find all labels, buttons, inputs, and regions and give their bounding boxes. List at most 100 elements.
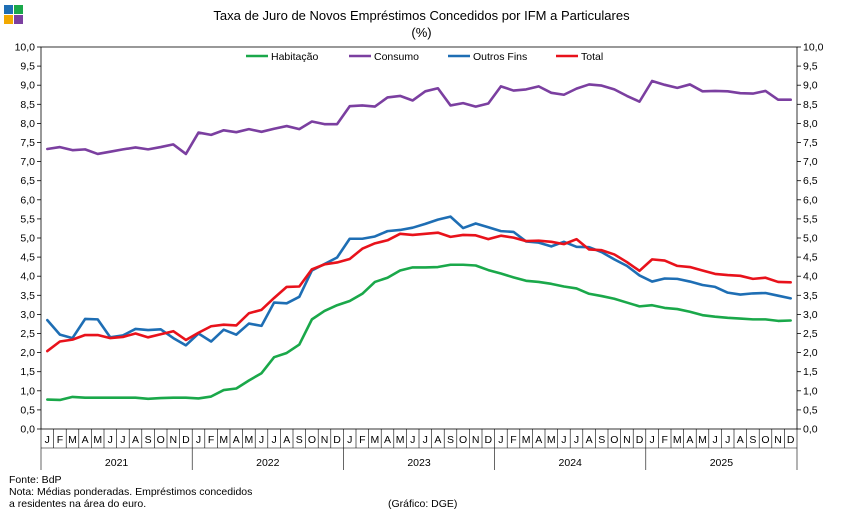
chart-title: Taxa de Juro de Novos Empréstimos Conced… bbox=[213, 8, 630, 23]
y-tick-label-left: 3,0 bbox=[20, 309, 35, 321]
month-label: M bbox=[245, 434, 254, 446]
y-tick-label-left: 9,0 bbox=[20, 80, 35, 92]
month-label: J bbox=[410, 434, 415, 446]
month-label: N bbox=[623, 434, 631, 446]
series-line-3 bbox=[45, 215, 793, 347]
month-label: M bbox=[522, 434, 531, 446]
y-tick-label-right: 2,5 bbox=[803, 328, 818, 340]
y-tick-label-right: 8,5 bbox=[803, 99, 818, 111]
month-label: J bbox=[271, 434, 276, 446]
y-tick-label-right: 10,0 bbox=[803, 42, 824, 54]
chart-credit: (Gráfico: DGE) bbox=[388, 498, 458, 510]
month-label: D bbox=[787, 434, 795, 446]
series-line-4 bbox=[45, 231, 793, 353]
month-label: M bbox=[68, 434, 77, 446]
y-tick-label-left: 0,0 bbox=[20, 424, 35, 436]
y-tick-label-left: 7,5 bbox=[20, 137, 35, 149]
month-label: J bbox=[45, 434, 50, 446]
month-label: S bbox=[447, 434, 454, 446]
month-label: D bbox=[485, 434, 493, 446]
y-tick-label-left: 9,5 bbox=[20, 61, 35, 73]
month-label: N bbox=[321, 434, 329, 446]
y-tick-label-right: 0,5 bbox=[803, 404, 818, 416]
month-label: D bbox=[182, 434, 190, 446]
month-label: J bbox=[498, 434, 503, 446]
y-tick-label-left: 2,0 bbox=[20, 347, 35, 359]
month-label: A bbox=[283, 434, 290, 446]
month-label: J bbox=[108, 434, 113, 446]
month-label: N bbox=[472, 434, 480, 446]
month-label: O bbox=[459, 434, 467, 446]
year-label: 2021 bbox=[105, 457, 129, 469]
logo-square-1 bbox=[4, 5, 13, 14]
month-label: A bbox=[737, 434, 744, 446]
y-tick-label-left: 8,0 bbox=[20, 118, 35, 130]
year-label: 2025 bbox=[710, 457, 734, 469]
chart-subtitle: (%) bbox=[411, 25, 432, 40]
month-label: S bbox=[296, 434, 303, 446]
y-tick-label-left: 1,0 bbox=[20, 385, 35, 397]
logo-square-3 bbox=[4, 15, 13, 24]
note-line-2: a residentes na área do euro. bbox=[9, 498, 147, 510]
month-label: M bbox=[698, 434, 707, 446]
y-tick-label-left: 7,0 bbox=[20, 156, 35, 168]
y-tick-label-right: 2,0 bbox=[803, 347, 818, 359]
y-tick-label-right: 9,5 bbox=[803, 61, 818, 73]
logo-square-2 bbox=[14, 5, 23, 14]
y-tick-label-right: 5,5 bbox=[803, 213, 818, 225]
y-tick-label-right: 1,5 bbox=[803, 366, 818, 378]
month-label: A bbox=[686, 434, 693, 446]
month-label: A bbox=[434, 434, 441, 446]
month-label: A bbox=[132, 434, 139, 446]
series-line-2 bbox=[45, 79, 793, 156]
month-label: A bbox=[586, 434, 593, 446]
month-label: J bbox=[649, 434, 654, 446]
y-tick-label-right: 6,5 bbox=[803, 175, 818, 187]
month-label: J bbox=[574, 434, 579, 446]
month-label: M bbox=[673, 434, 682, 446]
month-label: M bbox=[371, 434, 380, 446]
month-label: M bbox=[219, 434, 228, 446]
y-tick-label-right: 1,0 bbox=[803, 385, 818, 397]
month-label: J bbox=[196, 434, 201, 446]
legend-label-1: Habitação bbox=[271, 51, 318, 63]
logo-square-4 bbox=[14, 15, 23, 24]
y-tick-label-left: 6,0 bbox=[20, 194, 35, 206]
y-tick-label-left: 4,0 bbox=[20, 271, 35, 283]
month-label: O bbox=[610, 434, 618, 446]
month-label: N bbox=[170, 434, 178, 446]
month-label: M bbox=[93, 434, 102, 446]
y-tick-label-right: 3,0 bbox=[803, 309, 818, 321]
month-label: D bbox=[333, 434, 341, 446]
month-label: O bbox=[308, 434, 316, 446]
month-label: S bbox=[598, 434, 605, 446]
y-tick-label-left: 6,5 bbox=[20, 175, 35, 187]
y-tick-label-left: 10,0 bbox=[15, 42, 36, 54]
y-tick-label-left: 3,5 bbox=[20, 290, 35, 302]
month-label: J bbox=[423, 434, 428, 446]
month-label: J bbox=[712, 434, 717, 446]
y-tick-label-right: 0,0 bbox=[803, 424, 818, 436]
y-tick-label-left: 2,5 bbox=[20, 328, 35, 340]
month-label: F bbox=[208, 434, 214, 446]
y-tick-label-left: 8,5 bbox=[20, 99, 35, 111]
month-label: F bbox=[57, 434, 63, 446]
month-label: N bbox=[774, 434, 782, 446]
y-tick-label-left: 0,5 bbox=[20, 404, 35, 416]
month-label: D bbox=[636, 434, 644, 446]
month-label: J bbox=[120, 434, 125, 446]
month-label: A bbox=[233, 434, 240, 446]
y-tick-label-left: 4,5 bbox=[20, 252, 35, 264]
month-label: F bbox=[359, 434, 365, 446]
series-line-1 bbox=[45, 263, 793, 402]
y-tick-label-right: 9,0 bbox=[803, 80, 818, 92]
y-tick-label-right: 3,5 bbox=[803, 290, 818, 302]
month-label: F bbox=[510, 434, 516, 446]
month-label: A bbox=[82, 434, 89, 446]
legend-label-3: Outros Fins bbox=[473, 51, 527, 63]
year-label: 2024 bbox=[559, 457, 583, 469]
month-label: M bbox=[396, 434, 405, 446]
year-label: 2023 bbox=[407, 457, 431, 469]
y-tick-label-right: 7,5 bbox=[803, 137, 818, 149]
